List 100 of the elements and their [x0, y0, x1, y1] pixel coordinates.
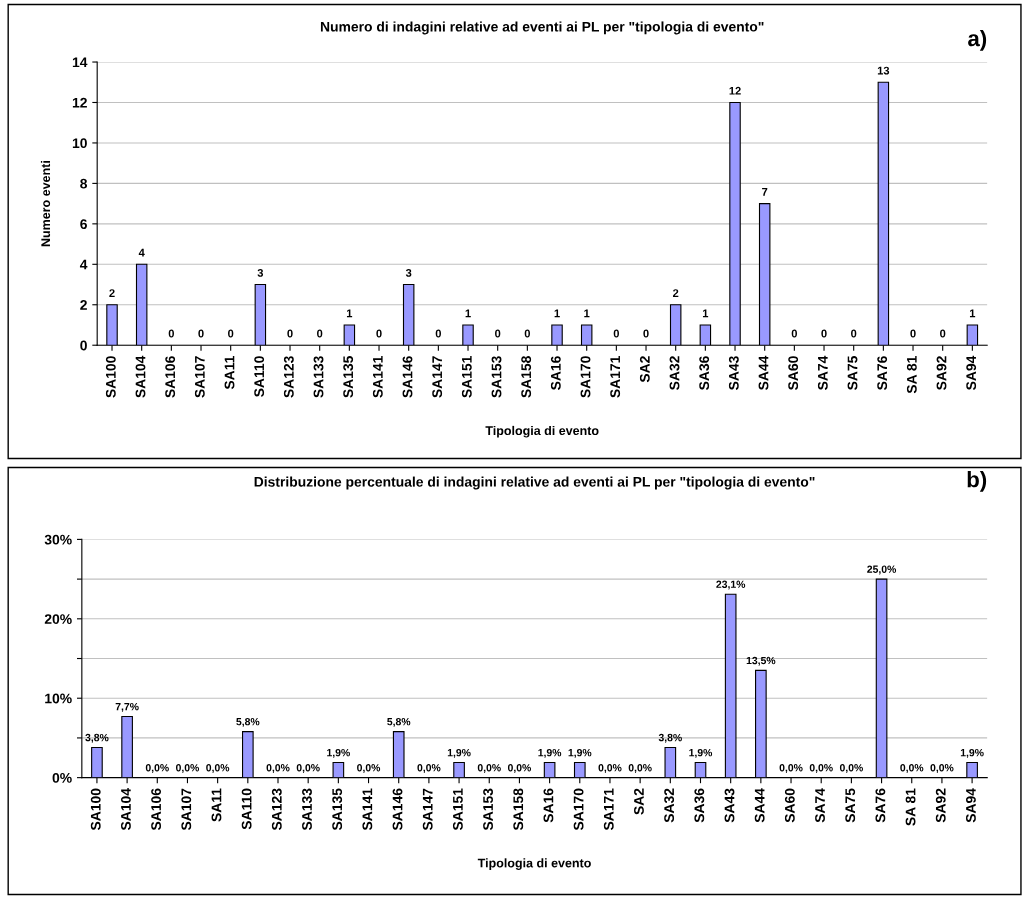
- data-label: 3: [405, 268, 412, 277]
- x-tick-label: SA100: [105, 356, 116, 398]
- x-axis-title: Tipologia di evento: [477, 858, 591, 870]
- x-tick-label: SA151: [461, 356, 472, 398]
- x-tick-label: SA32: [664, 788, 675, 823]
- y-tick-label: 2: [80, 300, 87, 310]
- data-label: 0,0%: [417, 764, 441, 773]
- data-label: 5,8%: [236, 717, 260, 727]
- data-label: 0: [495, 329, 501, 338]
- data-label: 0: [910, 329, 916, 338]
- x-tick-label: SA158: [521, 356, 532, 398]
- data-label: 4: [138, 248, 145, 257]
- data-label: 2: [109, 289, 115, 297]
- x-tick-label: SA100: [90, 788, 101, 831]
- data-label: 0: [940, 329, 946, 338]
- x-tick-label: SA171: [603, 788, 614, 831]
- data-label: 0,0%: [206, 764, 230, 773]
- x-tick-label: SA123: [271, 788, 282, 831]
- x-tick-label: SA133: [313, 356, 324, 398]
- data-label: 1: [554, 309, 560, 318]
- x-tick-label: SA94: [966, 355, 977, 390]
- data-label: 1,9%: [538, 748, 562, 758]
- data-label: 1: [969, 309, 976, 318]
- y-tick-label: 14: [72, 57, 88, 68]
- x-tick-label: SA16: [550, 356, 561, 390]
- data-label: 23,1%: [716, 580, 746, 590]
- x-tick-label: SA75: [847, 356, 858, 390]
- data-label: 0,0%: [839, 764, 863, 773]
- chart-title: Numero di indagini relative ad eventi ai PL per "tipologia di evento": [320, 21, 764, 35]
- y-tick-label: 4: [79, 259, 88, 270]
- x-tick-label: SA74: [815, 788, 825, 823]
- data-label: 0: [821, 329, 827, 338]
- y-tick-label: 0: [80, 340, 87, 351]
- x-tick-label: SA60: [784, 788, 795, 823]
- data-label: 1: [465, 309, 471, 318]
- x-tick-label: SA104: [135, 355, 146, 398]
- data-label: 0,0%: [900, 764, 924, 773]
- x-tick-label: SA141: [362, 788, 373, 831]
- x-tick-label: SA106: [151, 788, 162, 831]
- data-label: 13,5%: [746, 656, 776, 666]
- y-tick-label: 20%: [44, 614, 72, 624]
- x-tick-label: SA76: [875, 788, 886, 823]
- x-tick-label: SA2: [639, 356, 650, 383]
- data-label: 0: [376, 329, 382, 338]
- data-label: 1,9%: [568, 748, 592, 758]
- x-tick-label: SA151: [452, 788, 463, 831]
- data-label: 0,0%: [266, 764, 290, 773]
- text: a): [968, 29, 987, 51]
- x-tick-label: SA135: [343, 356, 354, 398]
- data-label: 0,0%: [628, 764, 652, 773]
- data-label: 0: [435, 329, 441, 338]
- data-label: 12: [729, 86, 741, 95]
- x-tick-label: SA107: [181, 788, 192, 831]
- data-label: 0,0%: [296, 764, 320, 773]
- data-label: 0: [851, 329, 857, 338]
- x-tick-label: SA2: [634, 788, 644, 815]
- data-label: 1: [702, 309, 709, 318]
- x-tick-label: SA170: [580, 356, 591, 398]
- data-label: 1,9%: [447, 748, 471, 758]
- x-tick-label: SA92: [936, 356, 947, 390]
- x-axis-title: Tipologia di evento: [485, 425, 599, 438]
- data-label: 0: [228, 329, 234, 338]
- x-tick-label: SA92: [935, 788, 946, 823]
- x-tick-label: SA60: [788, 356, 799, 390]
- data-label: 0,0%: [176, 764, 200, 773]
- data-label: 0: [643, 329, 649, 338]
- x-tick-label: SA32: [669, 356, 680, 390]
- data-label: 1: [584, 309, 590, 318]
- x-tick-label: SA11: [211, 788, 222, 822]
- x-tick-label: SA153: [491, 356, 502, 398]
- x-tick-label: SA36: [694, 788, 705, 823]
- data-label: 0: [791, 329, 797, 338]
- x-tick-label: SA74: [817, 355, 828, 390]
- data-label: 1: [346, 309, 353, 318]
- x-tick-label: SA171: [610, 356, 621, 398]
- data-label: 0,0%: [598, 764, 622, 773]
- x-tick-label: SA146: [392, 788, 403, 831]
- data-label: 0: [524, 329, 530, 338]
- data-label: 2: [672, 289, 679, 297]
- x-tick-label: SA107: [194, 356, 205, 398]
- data-label: 3,8%: [658, 733, 682, 743]
- data-label: 0: [168, 329, 174, 338]
- data-label: 0,0%: [145, 764, 169, 773]
- data-label: 0,0%: [477, 764, 501, 773]
- data-label: 0,0%: [779, 764, 803, 773]
- data-label: 3: [257, 268, 264, 277]
- data-label: 7,7%: [115, 702, 139, 712]
- data-label: 0,0%: [357, 764, 381, 773]
- x-tick-label: SA36: [699, 356, 710, 390]
- y-tick-label: 0%: [52, 772, 72, 783]
- x-tick-label: SA75: [845, 788, 856, 823]
- x-tick-label: SA146: [402, 356, 413, 398]
- x-tick-label: SA135: [332, 788, 343, 831]
- y-tick-label: 10%: [45, 693, 72, 704]
- x-tick-label: SA 81: [906, 356, 917, 394]
- x-tick-label: SA16: [543, 788, 554, 823]
- y-axis-title: Numero eventi: [40, 161, 51, 247]
- y-tick-label: 30%: [44, 534, 72, 545]
- y-tick-label: 12: [72, 97, 87, 108]
- text: b): [967, 471, 987, 492]
